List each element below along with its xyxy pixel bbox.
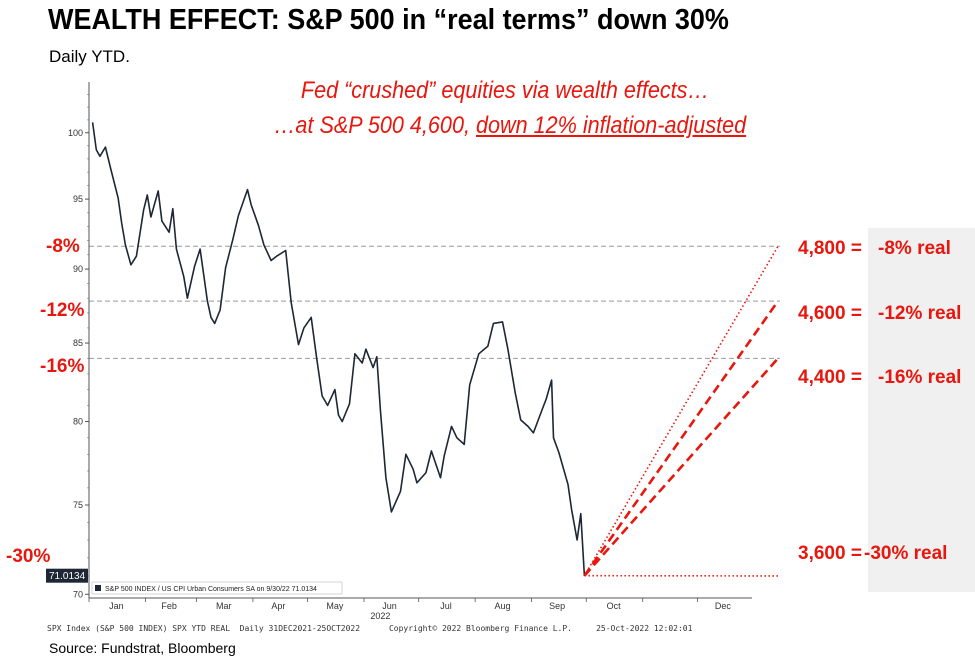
projection-lines bbox=[583, 245, 780, 577]
x-tick-label: Aug bbox=[494, 601, 510, 611]
x-tick-label: Mar bbox=[216, 601, 232, 611]
x-axis: Jan Feb Mar Apr May Jun Jul Aug Sep Oct Dec 2022 bbox=[88, 598, 732, 621]
x-tick-label: Apr bbox=[271, 601, 285, 611]
target-pct-3600: -30% real bbox=[864, 543, 948, 564]
target-level-4400: 4,400 = bbox=[798, 367, 862, 388]
legend-box bbox=[91, 581, 343, 595]
x-tick-label: May bbox=[326, 601, 344, 611]
target-level-4800: 4,800 = bbox=[798, 238, 862, 259]
chart-subtitle: Daily YTD. bbox=[49, 47, 130, 66]
projection-line bbox=[583, 357, 779, 577]
legend-swatch bbox=[95, 585, 101, 591]
left-label-8pct: -8% bbox=[46, 236, 80, 257]
target-panel bbox=[868, 228, 975, 592]
y-axis: 100 95 90 85 80 75 70 bbox=[68, 94, 89, 599]
x-tick-label: Oct bbox=[607, 601, 622, 611]
left-label-30pct: -30% bbox=[6, 546, 51, 567]
y-tick-label: 70 bbox=[73, 589, 83, 599]
x-tick-label: Jul bbox=[440, 601, 452, 611]
chart-title: WEALTH EFFECT: S&P 500 in “real terms” d… bbox=[48, 4, 729, 36]
last-value-tag-box bbox=[46, 568, 88, 583]
y-tick-label: 100 bbox=[68, 128, 83, 138]
y-tick-label: 90 bbox=[73, 264, 83, 274]
target-pct-4600: -12% real bbox=[878, 303, 962, 324]
target-level-4600: 4,600 = bbox=[798, 303, 862, 324]
last-value-tag: 71.0134 bbox=[49, 571, 86, 582]
x-year-label: 2022 bbox=[370, 611, 390, 621]
bloomberg-footer: SPX Index (S&P 500 INDEX) SPX YTD REAL D… bbox=[47, 624, 693, 633]
chart-axes bbox=[88, 82, 752, 599]
reference-lines: 71.0134 bbox=[46, 245, 780, 583]
x-tick-label: Sep bbox=[549, 601, 565, 611]
series-line bbox=[91, 122, 586, 576]
annotation-line-2: …at S&P 500 4,600, down 12% inflation-ad… bbox=[195, 112, 825, 140]
left-label-12pct: -12% bbox=[40, 300, 85, 321]
source-note: Source: Fundstrat, Bloomberg bbox=[49, 640, 236, 656]
y-tick-label: 75 bbox=[73, 500, 83, 510]
legend-label: S&P 500 INDEX / US CPI Urban Consumers S… bbox=[105, 586, 317, 593]
projection-line bbox=[583, 300, 780, 577]
target-pct-4800: -8% real bbox=[878, 238, 951, 259]
target-level-3600: 3,600 = bbox=[798, 543, 862, 564]
annotation-line-1: Fed “crushed” equities via wealth effect… bbox=[300, 77, 710, 104]
x-tick-label: Feb bbox=[161, 601, 177, 611]
series-layer: S&P 500 INDEX / US CPI Urban Consumers S… bbox=[91, 122, 586, 595]
left-label-16pct: -16% bbox=[40, 356, 85, 377]
annotation-line-2-underlined: down 12% inflation-adjusted bbox=[475, 112, 747, 139]
x-tick-label: Jun bbox=[382, 601, 397, 611]
target-pct-4400: -16% real bbox=[878, 367, 962, 388]
x-tick-label: Dec bbox=[715, 601, 732, 611]
y-tick-label: 95 bbox=[73, 194, 83, 204]
annotation-line-2-prefix: …at S&P 500 4,600, bbox=[273, 112, 476, 139]
x-tick-label: Jan bbox=[109, 601, 124, 611]
y-tick-label: 85 bbox=[73, 338, 83, 348]
y-tick-label: 80 bbox=[73, 417, 83, 427]
projection-line bbox=[583, 245, 779, 577]
